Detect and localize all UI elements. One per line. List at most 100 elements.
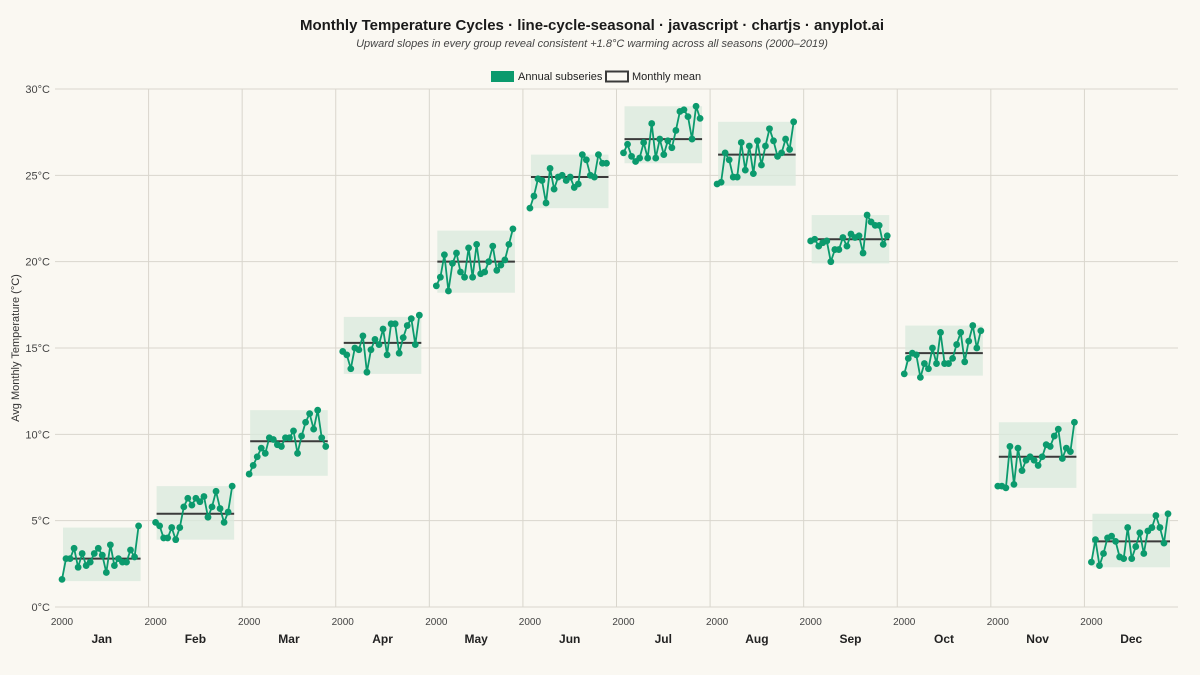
data-point: [965, 337, 973, 345]
data-point: [969, 322, 977, 329]
data-point: [1152, 512, 1160, 519]
data-point: [758, 161, 765, 169]
data-point: [58, 575, 66, 583]
data-point: [945, 360, 952, 367]
data-point: [66, 555, 74, 563]
data-point: [1034, 462, 1042, 469]
data-point: [542, 199, 550, 207]
data-point: [261, 449, 269, 457]
data-point: [1066, 448, 1074, 455]
data-point: [505, 241, 513, 248]
data-point: [1140, 550, 1148, 557]
data-point: [1006, 443, 1014, 450]
data-point: [883, 232, 891, 240]
data-point: [912, 351, 920, 359]
data-point: [823, 237, 831, 245]
data-point: [1018, 467, 1026, 474]
data-point: [245, 470, 253, 478]
data-point: [481, 268, 489, 276]
data-point: [156, 522, 164, 530]
year-tick-label: 2000: [51, 617, 74, 628]
month-group-jan: [58, 522, 142, 583]
data-point: [1038, 453, 1046, 461]
month-group-jul: [620, 102, 704, 165]
data-point: [973, 344, 981, 352]
data-point: [811, 235, 819, 243]
y-axis-label: Avg Monthly Temperature (°C): [10, 274, 22, 422]
data-point: [696, 114, 704, 122]
year-tick-label: 2000: [987, 617, 1010, 628]
data-point: [485, 258, 493, 266]
month-group-jun: [526, 151, 610, 212]
data-point: [664, 137, 672, 145]
data-point: [395, 349, 403, 357]
data-point: [1136, 529, 1144, 537]
data-point: [827, 258, 835, 266]
data-point: [684, 113, 692, 121]
data-point: [1071, 418, 1078, 426]
data-point: [1132, 543, 1140, 550]
data-point: [904, 354, 912, 362]
data-point: [875, 222, 883, 229]
data-point: [1030, 456, 1038, 464]
data-point: [216, 505, 224, 512]
data-point: [212, 487, 220, 495]
data-point: [574, 180, 582, 188]
data-point: [318, 434, 326, 442]
data-point: [168, 524, 176, 531]
data-point: [900, 370, 908, 378]
data-point: [786, 146, 794, 153]
data-point: [933, 360, 940, 367]
data-point: [70, 544, 78, 552]
data-point: [733, 173, 741, 181]
data-point: [465, 244, 472, 252]
data-point: [78, 550, 86, 557]
data-point: [1096, 562, 1103, 569]
month-label: Oct: [934, 632, 954, 646]
grid: [55, 88, 1178, 608]
data-point: [86, 558, 94, 566]
data-point: [1124, 524, 1132, 531]
data-point: [1156, 524, 1164, 531]
data-point: [721, 149, 729, 157]
data-point: [403, 322, 411, 329]
data-point: [220, 518, 228, 526]
y-tick-label: 10°C: [25, 429, 50, 441]
year-tick-label: 2000: [332, 617, 355, 628]
data-point: [501, 256, 509, 264]
data-point: [131, 553, 138, 561]
data-point: [929, 344, 936, 352]
data-point: [1148, 524, 1156, 531]
data-point: [449, 259, 456, 267]
data-point: [379, 325, 387, 333]
data-point: [937, 329, 944, 336]
data-point: [302, 418, 309, 426]
data-point: [644, 154, 652, 162]
month-label: Sep: [839, 632, 861, 646]
data-point: [269, 436, 277, 443]
year-tick-label: 2000: [612, 617, 635, 628]
month-label: Aug: [745, 632, 768, 646]
data-point: [839, 234, 847, 241]
data-point: [359, 332, 367, 340]
data-point: [90, 550, 98, 557]
data-point: [770, 137, 777, 145]
data-point: [578, 151, 586, 159]
data-point: [106, 541, 114, 549]
data-point: [314, 406, 322, 414]
data-point: [603, 159, 610, 167]
month-group-mar: [245, 406, 330, 478]
data-point: [411, 341, 419, 348]
data-point: [1002, 484, 1010, 492]
data-point: [98, 551, 106, 559]
data-point: [1058, 455, 1066, 462]
month-label: Apr: [372, 632, 393, 646]
data-point: [94, 544, 102, 552]
data-point: [855, 232, 863, 240]
data-point: [595, 151, 602, 159]
data-point: [347, 365, 355, 373]
data-point: [436, 273, 444, 281]
data-point: [473, 241, 481, 248]
data-point: [371, 335, 379, 343]
x-axis-labels: 2000 Jan 2000 Feb 2000 Mar 2000 Apr 2000 May 2000 J…: [51, 617, 1143, 646]
